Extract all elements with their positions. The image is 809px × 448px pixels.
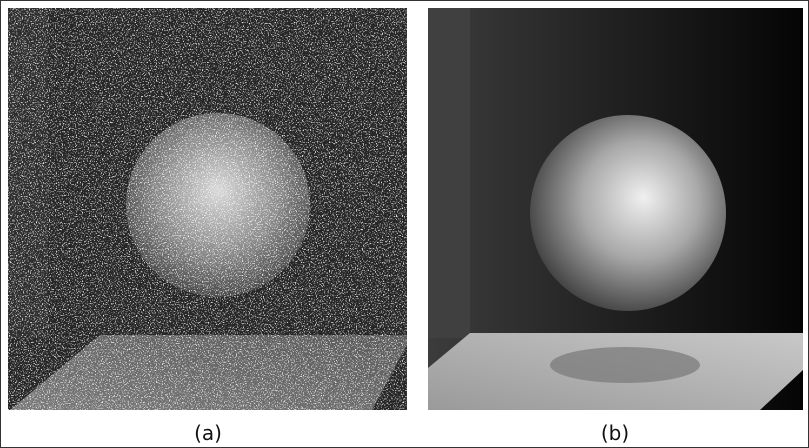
panel-label: (a)	[194, 421, 222, 445]
figure: (a) (b)	[0, 0, 809, 448]
panel-b-image	[428, 8, 803, 410]
page: (a) (b) (() => { const data = JSON.parse…	[0, 0, 809, 448]
panel-label: (b)	[601, 421, 629, 445]
panel-a-image	[8, 8, 407, 410]
